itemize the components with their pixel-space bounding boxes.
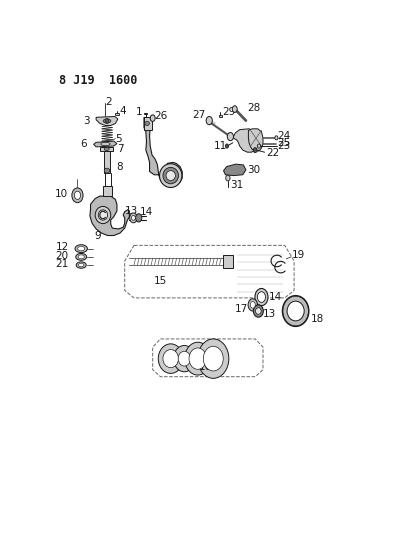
Circle shape [253,148,257,152]
Ellipse shape [178,351,190,366]
Ellipse shape [255,288,268,306]
Ellipse shape [160,164,182,188]
Circle shape [227,133,233,141]
Text: 1: 1 [136,107,143,117]
Text: 8: 8 [116,161,123,172]
Ellipse shape [98,210,107,220]
Text: 8 J19  1600: 8 J19 1600 [59,74,138,87]
Ellipse shape [79,263,84,267]
Polygon shape [96,117,118,126]
Text: 22: 22 [266,148,279,158]
Polygon shape [223,164,246,175]
Ellipse shape [287,301,304,321]
Text: 30: 30 [247,165,260,175]
Ellipse shape [76,253,87,260]
Circle shape [136,214,142,222]
Circle shape [105,118,109,124]
Text: 27: 27 [192,110,206,120]
Text: 3: 3 [83,116,90,126]
Circle shape [132,215,135,220]
Circle shape [232,106,237,112]
Text: 15: 15 [154,277,167,286]
Ellipse shape [76,262,86,268]
Circle shape [225,144,229,148]
Circle shape [226,175,230,181]
Text: 25: 25 [277,138,290,148]
Text: 26: 26 [154,111,168,122]
Ellipse shape [101,142,110,146]
Text: 20: 20 [56,251,69,261]
Ellipse shape [78,255,84,259]
Circle shape [150,115,155,122]
Text: 13: 13 [263,309,276,319]
Ellipse shape [145,122,150,126]
Circle shape [74,191,81,199]
Circle shape [275,136,278,140]
Bar [223,255,233,268]
Text: 9: 9 [94,230,101,240]
Ellipse shape [95,206,111,224]
Text: 13: 13 [125,206,138,216]
Ellipse shape [103,119,111,123]
Text: 24: 24 [277,131,290,141]
Text: 21: 21 [55,259,69,269]
Ellipse shape [255,308,261,314]
Text: 4: 4 [119,106,126,116]
Text: 2: 2 [105,96,112,107]
Circle shape [257,144,261,148]
Ellipse shape [253,305,263,317]
Ellipse shape [158,344,183,374]
Ellipse shape [282,296,309,326]
Ellipse shape [166,171,175,181]
Text: 12: 12 [55,243,69,253]
Ellipse shape [163,167,178,184]
Text: 16: 16 [199,362,212,372]
Ellipse shape [104,168,110,173]
Text: 6: 6 [80,139,87,149]
Ellipse shape [198,339,229,378]
Text: 17: 17 [235,304,248,314]
Bar [103,186,112,196]
Polygon shape [90,196,130,236]
Text: 23: 23 [277,141,291,151]
Bar [219,115,222,117]
Bar [101,147,113,151]
Text: 28: 28 [247,103,261,114]
Text: 7: 7 [117,144,124,154]
Text: 31: 31 [230,180,243,190]
Ellipse shape [257,292,265,302]
Ellipse shape [75,245,87,253]
Circle shape [250,302,255,308]
Circle shape [206,117,213,125]
Bar [103,151,110,173]
Text: 5: 5 [115,134,122,144]
Ellipse shape [203,346,223,371]
Text: 14: 14 [140,207,154,217]
Ellipse shape [163,350,178,368]
Text: 11: 11 [213,141,227,151]
Ellipse shape [189,348,207,369]
Text: 19: 19 [292,250,305,260]
Polygon shape [94,141,117,147]
Ellipse shape [174,345,195,372]
Circle shape [248,298,257,311]
Bar [144,117,152,130]
Ellipse shape [78,246,85,251]
Bar [115,113,119,115]
Polygon shape [248,129,263,151]
Polygon shape [144,117,182,186]
Text: 10: 10 [55,189,68,199]
Polygon shape [233,129,258,152]
Text: 14: 14 [269,292,282,302]
Circle shape [130,213,137,223]
Ellipse shape [104,147,109,150]
Ellipse shape [185,342,211,375]
Text: 29: 29 [222,107,235,117]
Text: 18: 18 [310,314,324,324]
Circle shape [72,188,83,203]
